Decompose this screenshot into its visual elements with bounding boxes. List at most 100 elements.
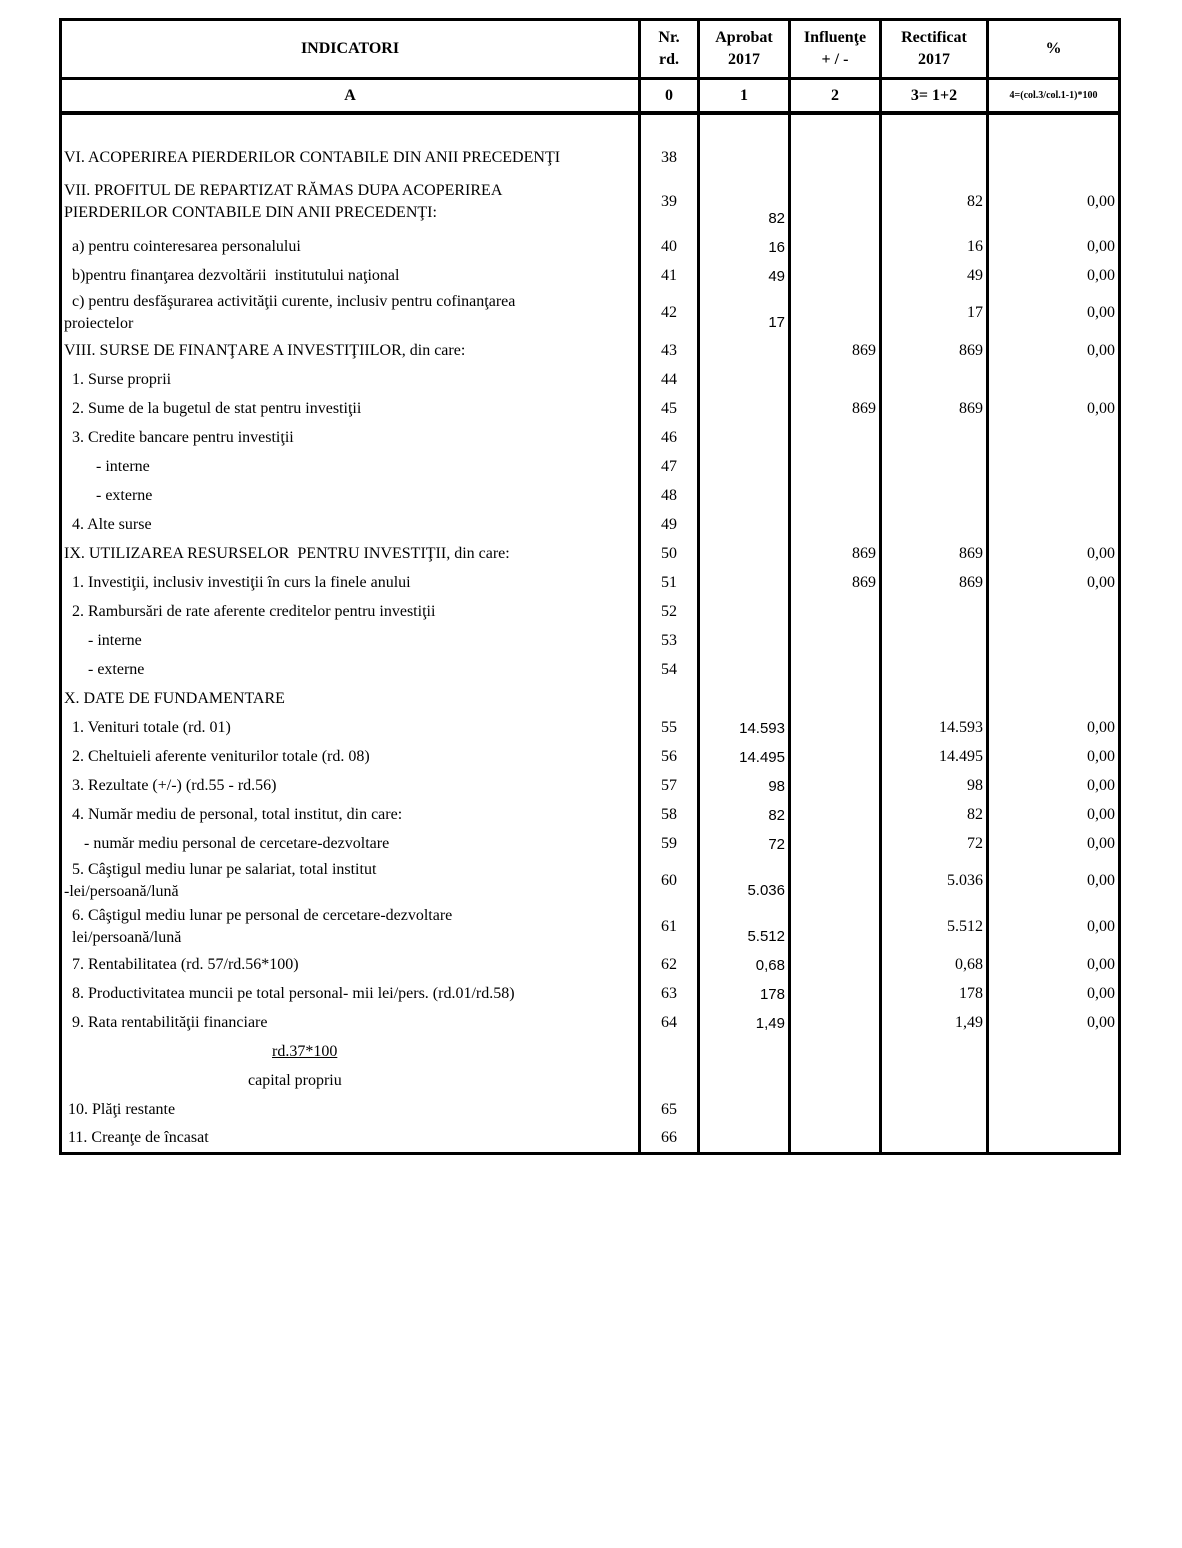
- rectificat-value: [879, 684, 989, 713]
- col-index-4: 4=(col.3/col.1-1)*100: [986, 77, 1121, 115]
- aprobat-value: 82: [697, 800, 791, 829]
- row-label: rd.37*100: [59, 1037, 641, 1066]
- rectificat-value: 869: [879, 568, 989, 597]
- aprobat-value: [697, 510, 791, 539]
- influente-value: [788, 143, 882, 172]
- percent-value: [986, 655, 1121, 684]
- rectificat-value: [879, 1124, 989, 1155]
- percent-value: 0,00: [986, 979, 1121, 1008]
- col-index-0: 0: [638, 77, 700, 115]
- aprobat-value: [697, 1124, 791, 1155]
- table-row: 8. Productivitatea muncii pe total perso…: [59, 979, 1121, 1008]
- influente-value: [788, 771, 882, 800]
- row-label: a) pentru cointeresarea personalului: [59, 232, 641, 261]
- table-row: 2. Sume de la bugetul de stat pentru inv…: [59, 394, 1121, 423]
- table-row: 3. Rezultate (+/-) (rd.55 - rd.56) 57 98 98…: [59, 771, 1121, 800]
- row-label: 5. Câştigul mediu lunar pe salariat, tot…: [59, 858, 641, 904]
- rectificat-value: [879, 481, 989, 510]
- col-header-aprobat: Aprobat 2017: [697, 18, 791, 80]
- row-label: - interne: [59, 626, 641, 655]
- row-number: [638, 684, 700, 713]
- table-body: VI. ACOPERIREA PIERDERILOR CONTABILE DIN…: [59, 113, 1121, 1155]
- row-label: 3. Credite bancare pentru investiţii: [59, 423, 641, 452]
- influente-value: [788, 858, 882, 904]
- table-row: 11. Creanţe de încasat 66: [59, 1124, 1121, 1155]
- spacer-row: [59, 113, 1121, 143]
- influente-value: [788, 742, 882, 771]
- percent-value: 0,00: [986, 742, 1121, 771]
- percent-value: 0,00: [986, 261, 1121, 290]
- col-index-a: A: [59, 77, 641, 115]
- row-label: 3. Rezultate (+/-) (rd.55 - rd.56): [59, 771, 641, 800]
- aprobat-value: [697, 143, 791, 172]
- influente-value: [788, 481, 882, 510]
- percent-value: 0,00: [986, 771, 1121, 800]
- table-row: 1. Surse proprii 44: [59, 365, 1121, 394]
- table-row: - număr mediu personal de cercetare-dezv…: [59, 829, 1121, 858]
- row-label: 1. Surse proprii: [59, 365, 641, 394]
- percent-value: 0,00: [986, 904, 1121, 950]
- aprobat-value: [697, 684, 791, 713]
- row-label: 11. Creanţe de încasat: [59, 1124, 641, 1155]
- percent-value: [986, 1066, 1121, 1095]
- rectificat-value: [879, 1066, 989, 1095]
- aprobat-value: 98: [697, 771, 791, 800]
- rectificat-value: 82: [879, 172, 989, 232]
- row-label: IX. UTILIZAREA RESURSELOR PENTRU INVESTI…: [59, 539, 641, 568]
- influente-value: [788, 1124, 882, 1155]
- influente-value: [788, 626, 882, 655]
- row-label: VIII. SURSE DE FINANŢARE A INVESTIŢIILOR…: [59, 336, 641, 365]
- row-number: 53: [638, 626, 700, 655]
- rectificat-value: [879, 597, 989, 626]
- rectificat-value: 17: [879, 290, 989, 336]
- percent-value: 0,00: [986, 1008, 1121, 1037]
- rectificat-value: 82: [879, 800, 989, 829]
- table-row: a) pentru cointeresarea personalului 40 16…: [59, 232, 1121, 261]
- percent-value: [986, 1095, 1121, 1124]
- table-row: - externe 48: [59, 481, 1121, 510]
- row-label: 2. Cheltuieli aferente veniturilor total…: [59, 742, 641, 771]
- row-number: 46: [638, 423, 700, 452]
- percent-value: 0,00: [986, 539, 1121, 568]
- row-label: 7. Rentabilitatea (rd. 57/rd.56*100): [59, 950, 641, 979]
- row-number: 50: [638, 539, 700, 568]
- table-row: - externe 54: [59, 655, 1121, 684]
- aprobat-value: 82: [697, 172, 791, 232]
- aprobat-value: [697, 655, 791, 684]
- rectificat-value: 869: [879, 394, 989, 423]
- rectificat-value: [879, 365, 989, 394]
- table-row: b)pentru finanţarea dezvoltării institut…: [59, 261, 1121, 290]
- rectificat-value: [879, 1037, 989, 1066]
- row-label: 1. Investiţii, inclusiv investiţii în cu…: [59, 568, 641, 597]
- table-row: 2. Cheltuieli aferente veniturilor total…: [59, 742, 1121, 771]
- percent-value: 0,00: [986, 394, 1121, 423]
- aprobat-value: [697, 1095, 791, 1124]
- percent-value: [986, 1124, 1121, 1155]
- aprobat-value: [697, 336, 791, 365]
- col-index-1: 1: [697, 77, 791, 115]
- influente-value: [788, 1037, 882, 1066]
- table-row: 3. Credite bancare pentru investiţii 46: [59, 423, 1121, 452]
- influente-value: [788, 452, 882, 481]
- row-label: - externe: [59, 655, 641, 684]
- rectificat-value: [879, 452, 989, 481]
- col-header-nr: Nr. rd.: [638, 18, 700, 80]
- row-label: capital propriu: [59, 1066, 641, 1095]
- percent-value: [986, 143, 1121, 172]
- rectificat-value: 1,49: [879, 1008, 989, 1037]
- table-row: VI. ACOPERIREA PIERDERILOR CONTABILE DIN…: [59, 143, 1121, 172]
- rectificat-value: 98: [879, 771, 989, 800]
- influente-value: [788, 800, 882, 829]
- table-row: 2. Rambursări de rate aferente creditelo…: [59, 597, 1121, 626]
- table-row: capital propriu: [59, 1066, 1121, 1095]
- aprobat-value: [697, 568, 791, 597]
- row-number: 65: [638, 1095, 700, 1124]
- percent-value: 0,00: [986, 232, 1121, 261]
- row-number: 61: [638, 904, 700, 950]
- table-row: X. DATE DE FUNDAMENTARE: [59, 684, 1121, 713]
- col-header-indicatori: INDICATORI: [59, 18, 641, 80]
- row-number: 60: [638, 858, 700, 904]
- aprobat-value: 49: [697, 261, 791, 290]
- rectificat-value: [879, 510, 989, 539]
- percent-value: 0,00: [986, 858, 1121, 904]
